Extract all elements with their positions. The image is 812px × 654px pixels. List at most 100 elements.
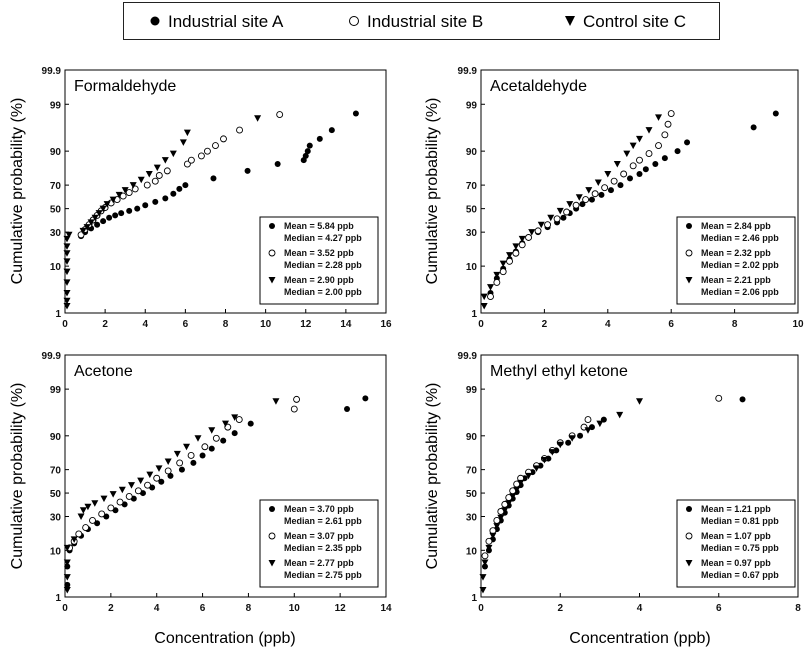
x-tick-label: 6 xyxy=(183,319,189,330)
point-control-site-c xyxy=(489,532,497,540)
panel-2: Acetone 1 10 30 50 70 90 99 99.9 0 2 4 6 8 10 12 14 Cumul… xyxy=(9,351,392,614)
point-industrial-site-b xyxy=(236,126,243,134)
point-control-site-c xyxy=(109,196,117,204)
y-tick-label: 70 xyxy=(50,181,62,192)
point-industrial-site-b xyxy=(572,201,580,209)
legend-marker-industrial-site-b xyxy=(349,16,359,26)
point-industrial-site-b xyxy=(493,516,501,524)
panel-3: Methyl ethyl ketone 1 10 30 50 70 90 99 99.9 0 2 4 6… xyxy=(424,351,801,614)
point-control-site-c xyxy=(528,229,536,236)
point-control-site-c xyxy=(63,279,71,286)
x-tick-label: 0 xyxy=(62,319,68,330)
chart-title: Acetone xyxy=(74,363,133,380)
point-industrial-site-b xyxy=(116,498,124,506)
point-control-site-c xyxy=(568,435,576,442)
stats-mean: Mean = 1.21 ppb xyxy=(701,504,771,514)
point-industrial-site-a xyxy=(344,406,351,413)
point-control-site-c xyxy=(129,182,137,189)
y-tick-label: 99.9 xyxy=(42,66,62,77)
point-control-site-c xyxy=(596,420,604,428)
point-control-site-c xyxy=(164,458,172,466)
point-control-site-c xyxy=(83,224,91,231)
x-tick-label: 2 xyxy=(542,319,548,330)
point-industrial-site-a xyxy=(231,430,238,437)
y-tick-label: 99 xyxy=(50,100,62,111)
point-industrial-site-a xyxy=(158,478,165,485)
stats-median: Median = 2.06 ppb xyxy=(701,287,779,297)
point-industrial-site-a xyxy=(152,198,159,205)
legend-marker-control-site-c xyxy=(565,16,575,26)
stats-marker-industrial-site-a xyxy=(269,223,275,229)
point-industrial-site-b xyxy=(601,184,609,192)
stats-mean: Mean = 5.84 ppb xyxy=(284,221,354,231)
x-tick-label: 0 xyxy=(478,319,484,330)
point-control-site-c xyxy=(91,500,99,507)
x-tick-label: 16 xyxy=(380,319,392,330)
point-industrial-site-a xyxy=(588,196,595,203)
y-tick-label: 90 xyxy=(50,432,62,443)
x-tick-label: 8 xyxy=(795,603,801,614)
point-control-site-c xyxy=(479,574,487,581)
point-industrial-site-b xyxy=(525,234,532,241)
stats-mean: Mean = 2.90 ppb xyxy=(284,275,354,285)
stats-median: Median = 2.46 ppb xyxy=(701,233,779,243)
point-control-site-c xyxy=(540,457,548,464)
point-industrial-site-a xyxy=(178,466,185,473)
point-industrial-site-a xyxy=(106,214,113,221)
point-control-site-c xyxy=(63,302,71,310)
point-industrial-site-b xyxy=(667,110,675,117)
point-industrial-site-b xyxy=(544,221,552,229)
panel-0: Formaldehyde 1 10 30 50 70 90 99 99.9 0 2 4 6 8 10 12 14… xyxy=(9,66,392,330)
point-industrial-site-a xyxy=(607,187,614,194)
x-tick-label: 10 xyxy=(289,603,301,614)
point-industrial-site-b xyxy=(163,167,171,175)
stats-marker-industrial-site-b xyxy=(268,532,276,540)
point-control-site-c xyxy=(63,290,71,297)
series-control-site-c xyxy=(63,398,280,594)
y-tick-label: 90 xyxy=(466,147,478,158)
x-tick-label: 4 xyxy=(637,603,643,614)
point-industrial-site-a xyxy=(142,202,149,209)
point-industrial-site-a xyxy=(302,152,309,159)
point-control-site-c xyxy=(575,194,583,201)
point-industrial-site-b xyxy=(235,416,243,424)
point-industrial-site-b xyxy=(187,156,195,164)
point-control-site-c xyxy=(505,500,513,507)
point-control-site-c xyxy=(556,207,564,215)
point-control-site-c xyxy=(63,559,71,567)
x-tick-label: 0 xyxy=(62,603,68,614)
point-industrial-site-b xyxy=(197,152,205,160)
point-control-site-c xyxy=(70,536,78,543)
y-tick-label: 50 xyxy=(466,205,478,216)
point-control-site-c xyxy=(63,574,71,581)
point-control-site-c xyxy=(63,297,71,305)
point-control-site-c xyxy=(623,150,631,158)
point-control-site-c xyxy=(537,221,545,229)
point-control-site-c xyxy=(499,260,507,268)
point-control-site-c xyxy=(501,507,509,514)
point-industrial-site-b xyxy=(506,257,513,265)
y-tick-label: 30 xyxy=(50,512,62,523)
series-industrial-site-a xyxy=(78,110,359,240)
point-control-site-c xyxy=(585,187,593,194)
x-tick-label: 0 xyxy=(478,603,484,614)
point-industrial-site-b xyxy=(144,481,151,489)
stats-median: Median = 2.02 ppb xyxy=(701,260,779,270)
stats-box xyxy=(676,216,796,305)
point-industrial-site-a xyxy=(565,439,572,446)
point-industrial-site-b xyxy=(125,492,133,500)
plot-frame xyxy=(480,69,799,314)
legend-box xyxy=(123,2,720,40)
y-axis-label: Cumulative probability (%) xyxy=(9,98,26,285)
point-control-site-c xyxy=(231,414,239,421)
point-industrial-site-b xyxy=(499,268,507,276)
point-control-site-c xyxy=(645,127,653,134)
point-control-site-c xyxy=(99,205,107,213)
point-industrial-site-a xyxy=(247,420,254,427)
point-industrial-site-b xyxy=(655,142,662,150)
point-industrial-site-a xyxy=(112,212,119,219)
point-control-site-c xyxy=(84,503,92,511)
point-control-site-c xyxy=(145,170,153,178)
stats-median: Median = 2.00 ppb xyxy=(284,287,362,297)
point-control-site-c xyxy=(655,114,663,121)
